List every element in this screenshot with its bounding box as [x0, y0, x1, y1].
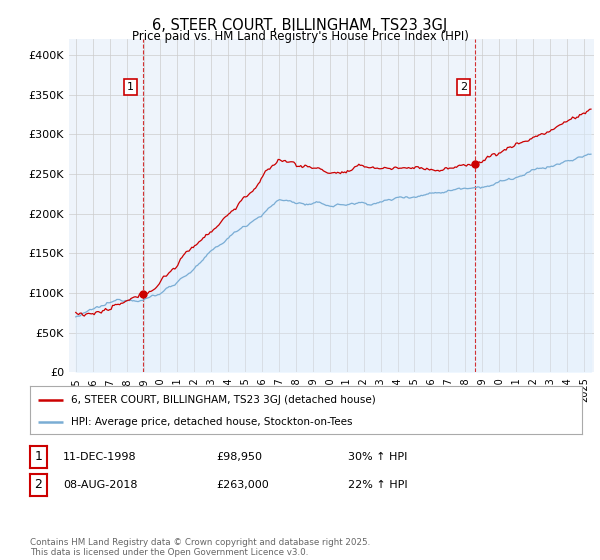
Text: 6, STEER COURT, BILLINGHAM, TS23 3GJ: 6, STEER COURT, BILLINGHAM, TS23 3GJ	[152, 18, 448, 33]
Text: 1: 1	[34, 450, 43, 464]
Text: 1: 1	[127, 82, 134, 92]
Text: Price paid vs. HM Land Registry's House Price Index (HPI): Price paid vs. HM Land Registry's House …	[131, 30, 469, 43]
Text: 11-DEC-1998: 11-DEC-1998	[63, 452, 137, 462]
Text: Contains HM Land Registry data © Crown copyright and database right 2025.
This d: Contains HM Land Registry data © Crown c…	[30, 538, 370, 557]
Text: 2: 2	[460, 82, 467, 92]
Text: £98,950: £98,950	[216, 452, 262, 462]
Text: HPI: Average price, detached house, Stockton-on-Tees: HPI: Average price, detached house, Stoc…	[71, 417, 353, 427]
Text: £263,000: £263,000	[216, 480, 269, 490]
Text: 22% ↑ HPI: 22% ↑ HPI	[348, 480, 407, 490]
Text: 6, STEER COURT, BILLINGHAM, TS23 3GJ (detached house): 6, STEER COURT, BILLINGHAM, TS23 3GJ (de…	[71, 395, 376, 405]
Text: 2: 2	[34, 478, 43, 492]
Text: 08-AUG-2018: 08-AUG-2018	[63, 480, 137, 490]
Text: 30% ↑ HPI: 30% ↑ HPI	[348, 452, 407, 462]
